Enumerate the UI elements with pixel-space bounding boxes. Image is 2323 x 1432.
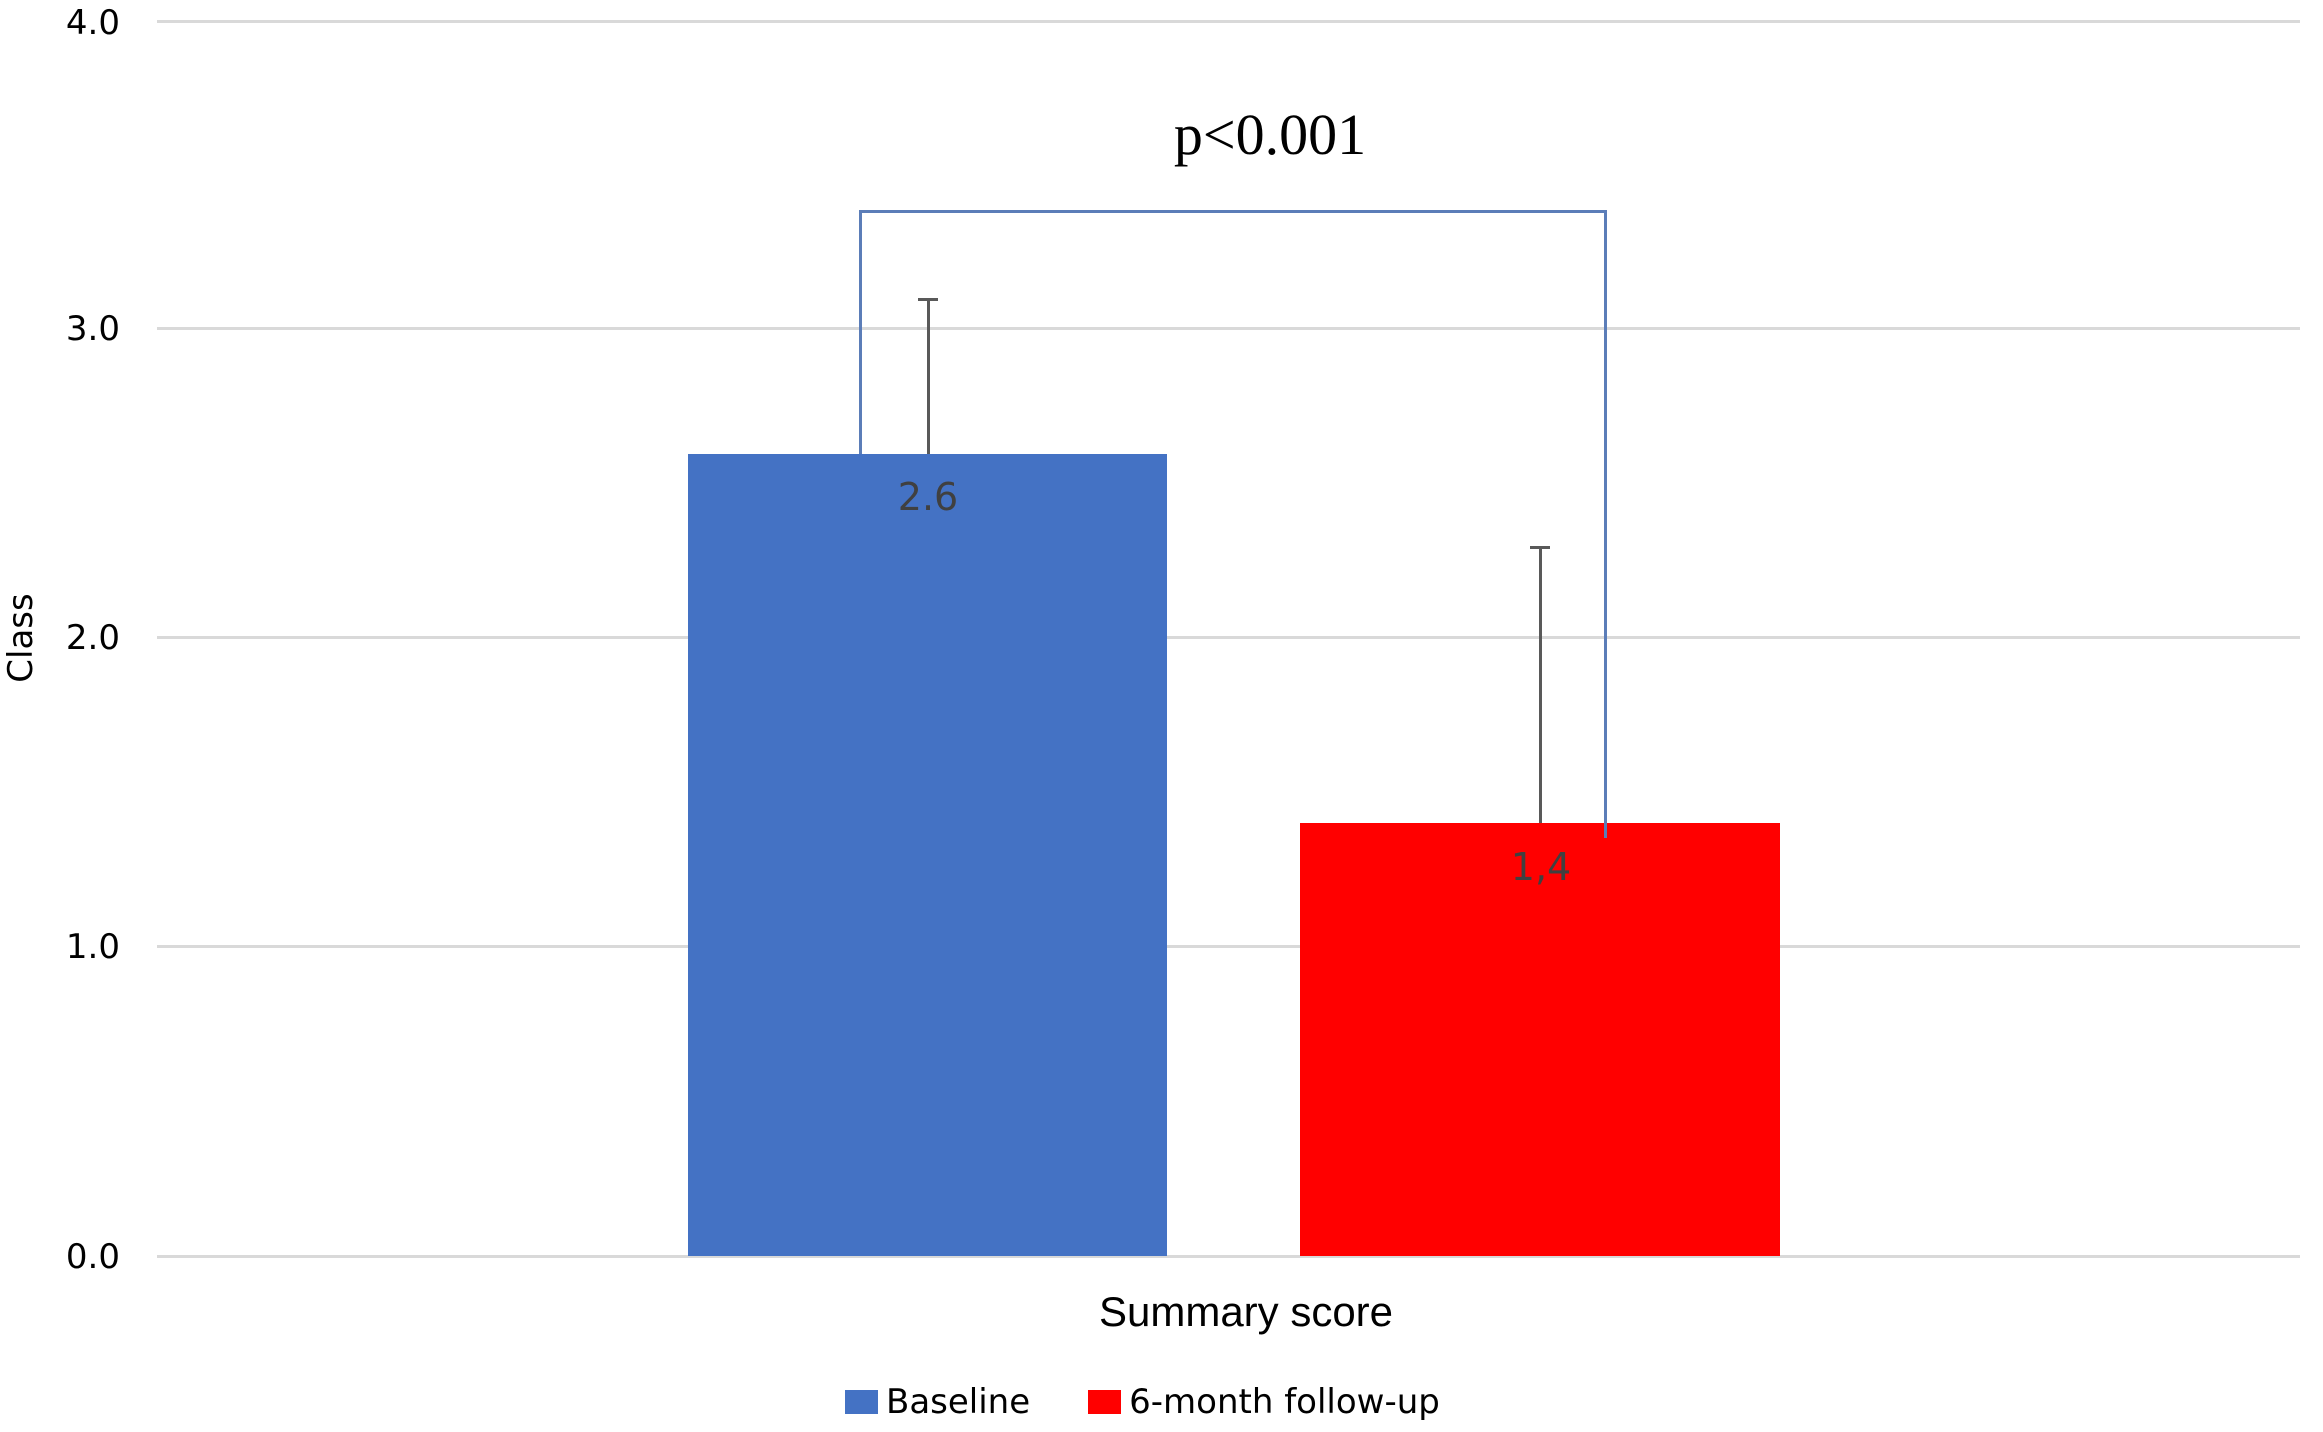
y-tick-label: 1.0 <box>65 927 120 967</box>
error-bar-cap-follow-up <box>1530 546 1550 549</box>
gridline-2 <box>157 636 2300 639</box>
bar-baseline <box>688 454 1167 1256</box>
y-tick-label: 2.0 <box>65 618 120 658</box>
bar-value-label-baseline: 2.6 <box>897 475 959 519</box>
significance-bracket-right <box>1604 210 1607 838</box>
error-bar-baseline <box>927 299 930 454</box>
p-value-annotation: p<0.001 <box>1173 102 1367 167</box>
gridline-3 <box>157 327 2300 330</box>
error-bar-follow-up <box>1539 547 1542 823</box>
legend-item-follow-up: 6-month follow-up <box>1088 1385 1440 1419</box>
gridline-4 <box>157 20 2300 23</box>
x-axis-title: Summary score <box>1098 1288 1394 1335</box>
legend-label: 6-month follow-up <box>1129 1382 1440 1422</box>
gridline-0 <box>157 1255 2300 1258</box>
legend-swatch-follow-up <box>1088 1390 1122 1414</box>
y-tick-label: 4.0 <box>65 3 120 43</box>
y-tick-label: 0.0 <box>65 1237 120 1277</box>
legend-item-baseline: Baseline <box>845 1385 1030 1419</box>
significance-bracket-top <box>859 210 1607 213</box>
gridline-1 <box>157 945 2300 948</box>
significance-bracket-left <box>859 210 862 454</box>
error-bar-cap-baseline <box>918 298 938 301</box>
legend-label: Baseline <box>886 1382 1031 1422</box>
y-tick-label: 3.0 <box>65 309 120 349</box>
y-axis-title: Class <box>1 593 41 683</box>
legend-swatch-baseline <box>845 1390 878 1414</box>
bar-follow-up <box>1300 823 1780 1256</box>
bar-value-label-follow-up: 1,4 <box>1510 845 1572 889</box>
legend: Baseline 6-month follow-up <box>845 1385 1498 1419</box>
